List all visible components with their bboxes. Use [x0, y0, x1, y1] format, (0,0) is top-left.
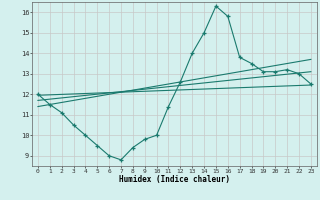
X-axis label: Humidex (Indice chaleur): Humidex (Indice chaleur)	[119, 175, 230, 184]
